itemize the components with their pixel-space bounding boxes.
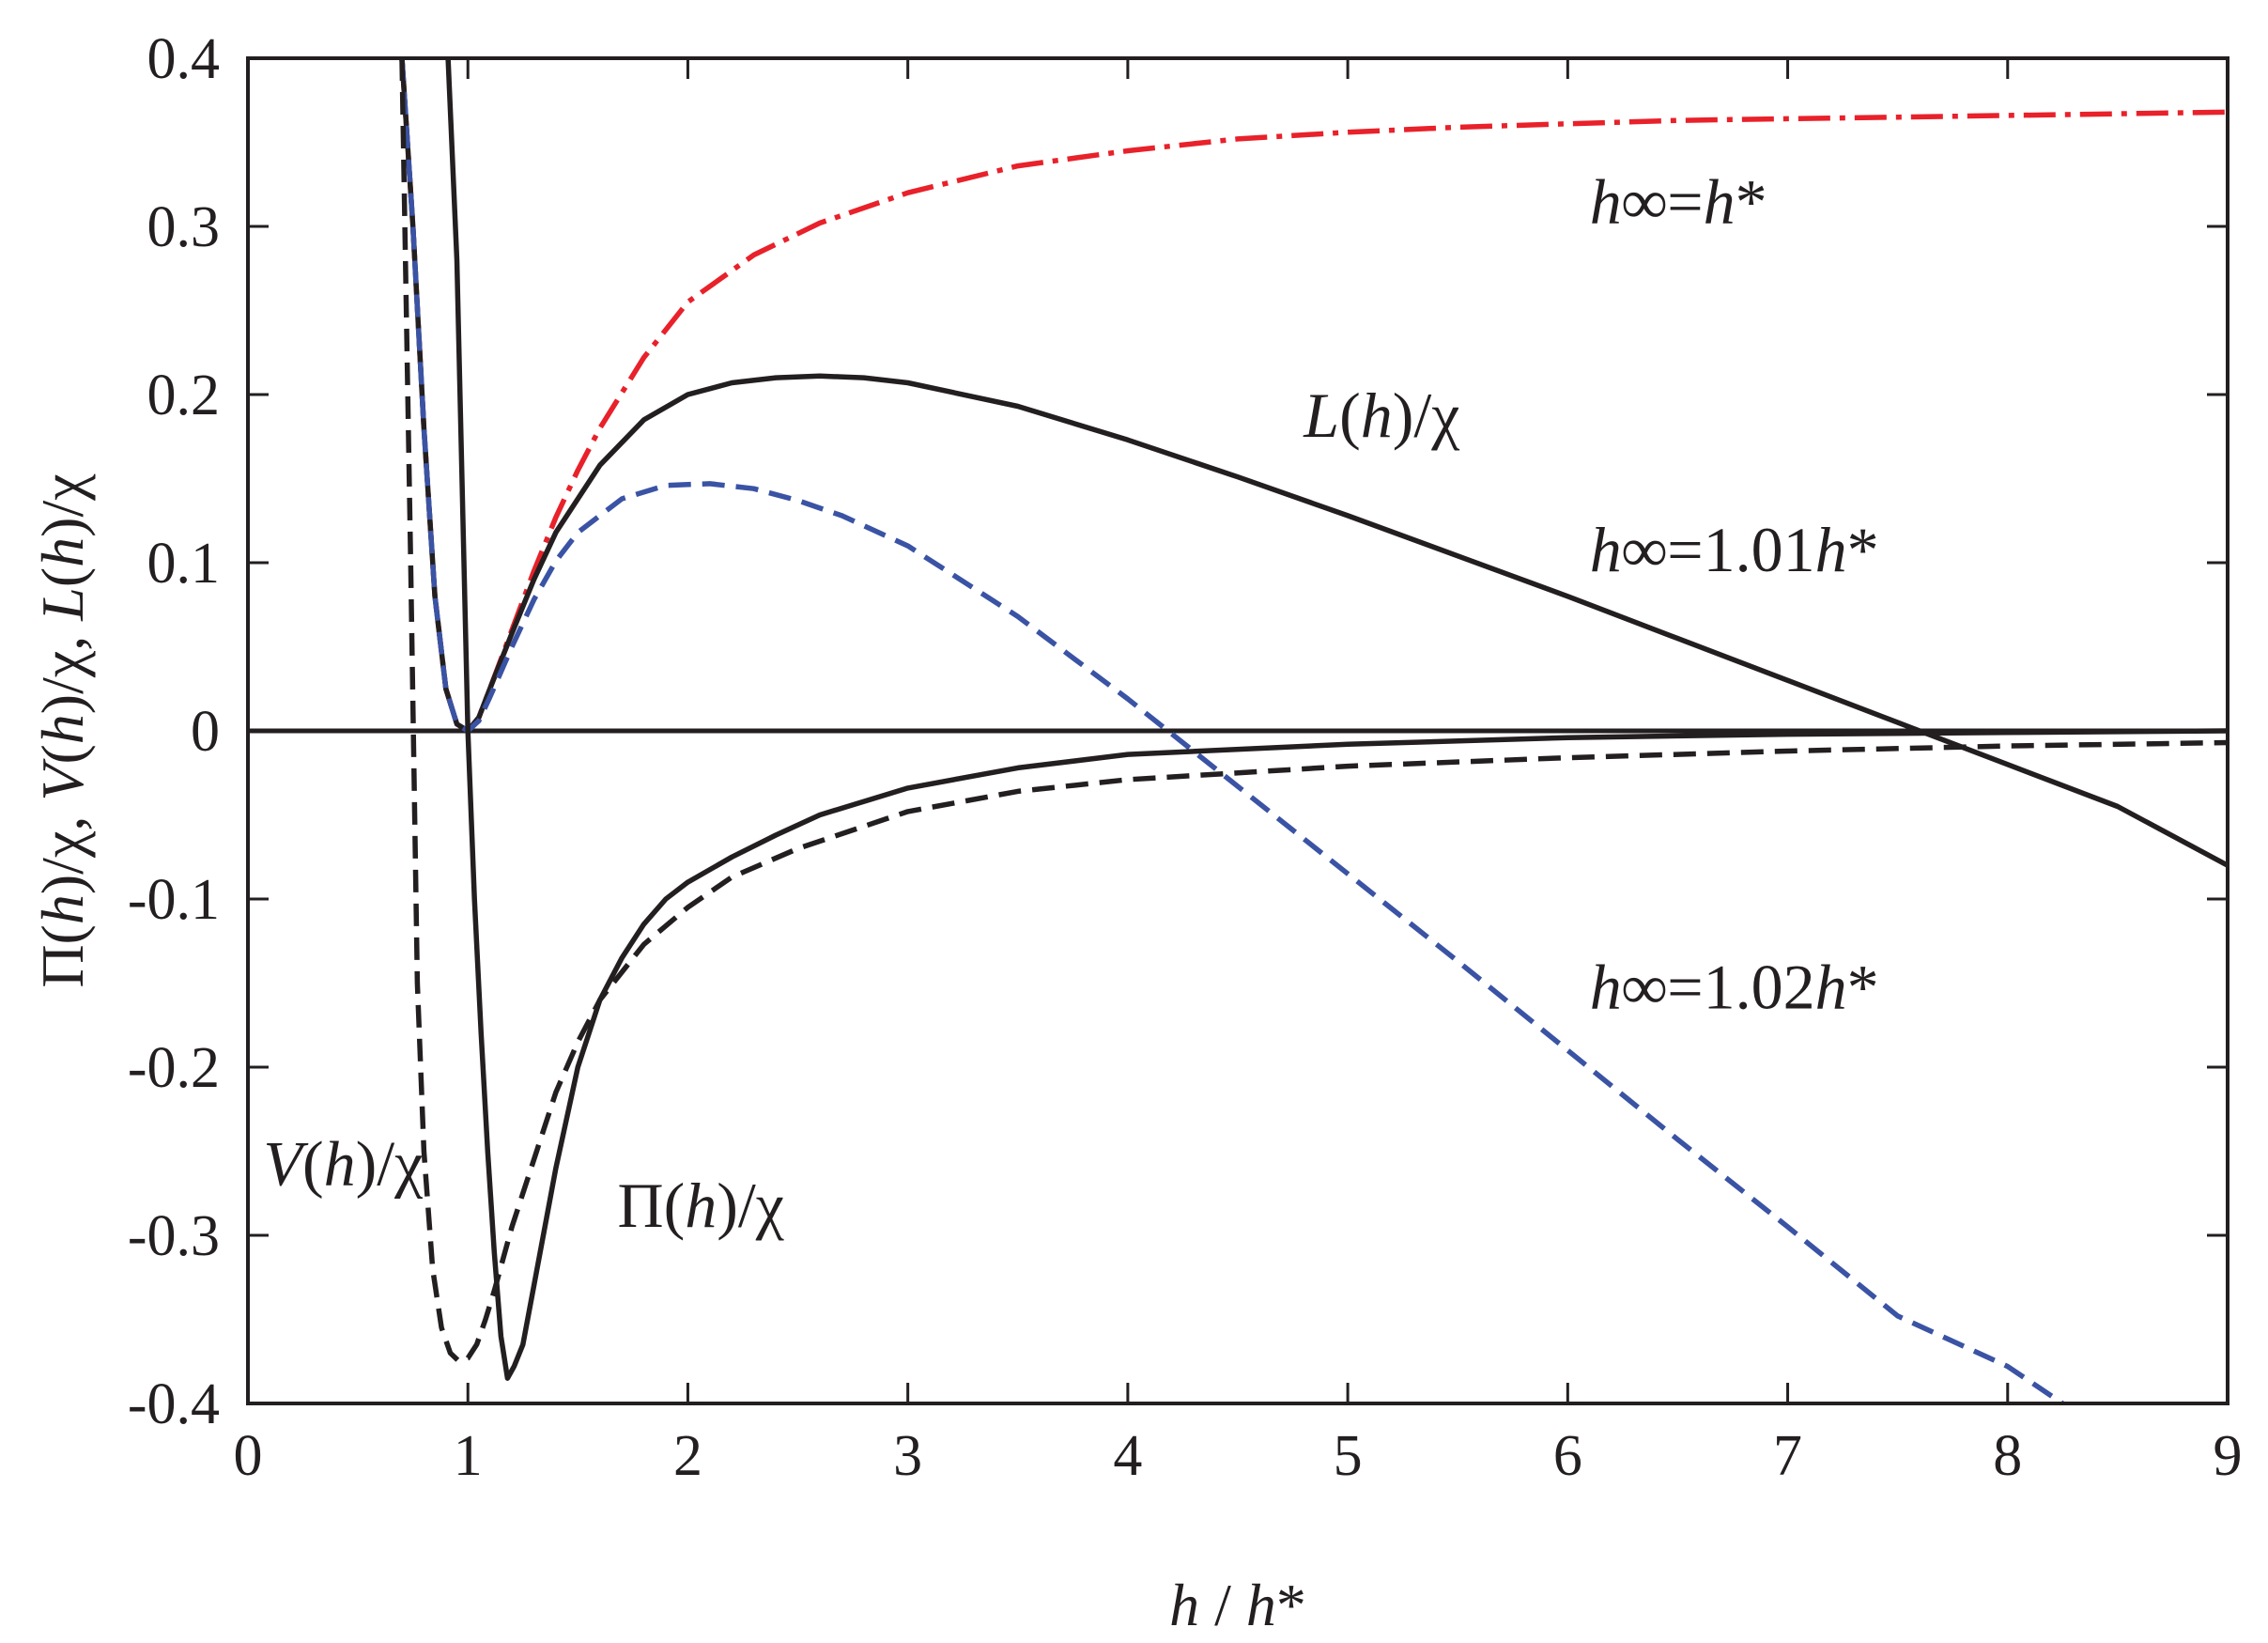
- series-line-4: [399, 58, 2228, 1365]
- x-tick-label: 6: [1553, 1424, 1582, 1488]
- curve-annotation-part: h: [1590, 165, 1622, 237]
- y-axis-title-part: h: [29, 714, 96, 744]
- x-tick-label: 1: [454, 1424, 483, 1488]
- curve-annotation-part: ∞: [1622, 514, 1667, 585]
- curve-annotation-part: ∞: [1622, 951, 1667, 1022]
- y-tick-label: 0.2: [147, 364, 221, 427]
- y-tick-label: -0.3: [128, 1204, 220, 1268]
- curve-annotation-part: )/χ: [1393, 380, 1460, 451]
- curve-annotation: h∞=1.01h*: [1590, 514, 1879, 585]
- x-tick-label: 4: [1113, 1424, 1142, 1488]
- curve-annotation-part: =1.01: [1667, 514, 1814, 585]
- x-tick-label: 3: [893, 1424, 922, 1488]
- plot-frame: [246, 56, 2229, 1405]
- curve-annotation-part: h: [1815, 514, 1847, 585]
- curve-annotation: V(h)/χ: [263, 1127, 423, 1199]
- x-tick-label: 9: [2214, 1424, 2243, 1488]
- y-axis-title-part: Π(: [29, 924, 96, 988]
- series-layer: [399, 58, 2228, 1403]
- curve-annotation-part: h: [1815, 951, 1847, 1022]
- curve-annotation-part: h: [1590, 951, 1622, 1022]
- x-tick-label: 5: [1334, 1424, 1363, 1488]
- x-axis-title-part: h: [1169, 1572, 1199, 1638]
- curve-annotation-part: ∞: [1622, 165, 1667, 237]
- curve-annotation-part: *: [1736, 165, 1767, 237]
- curve-annotation-part: (: [1339, 380, 1361, 451]
- annotations: h∞=h*L(h)/χh∞=1.01h*h∞=1.02h*V(h)/χΠ(h)/…: [263, 165, 1878, 1241]
- y-tick-label: 0.4: [147, 27, 221, 91]
- y-tick-label: 0: [191, 700, 220, 764]
- series-line-3: [445, 58, 2228, 1381]
- curve-annotation-part: Π(: [617, 1170, 685, 1241]
- x-tick-label: 7: [1773, 1424, 1802, 1488]
- y-axis-title: Π(h)/χ, V(h)/χ, L(h)/χ: [29, 473, 96, 988]
- curve-annotation-part: *: [1847, 514, 1879, 585]
- curve-annotation: Π(h)/χ: [617, 1170, 783, 1241]
- x-axis-title-part: h: [1246, 1572, 1276, 1638]
- curve-annotation-part: h: [1704, 165, 1736, 237]
- curve-annotation-part: h: [1361, 380, 1393, 451]
- series-line-1: [399, 58, 2228, 868]
- y-axis-title-part: (: [29, 744, 96, 764]
- y-axis-title-part: )/χ,: [29, 621, 96, 715]
- curve-annotation-part: )/χ: [356, 1127, 424, 1199]
- y-axis-title-part: V: [29, 758, 96, 801]
- curve-annotation-part: V: [263, 1127, 309, 1199]
- y-tick-label: 0.3: [147, 195, 221, 259]
- curve-annotation-part: h: [1590, 514, 1622, 585]
- curve-annotation-part: (: [302, 1127, 324, 1199]
- tick-labels: 0 1 2 3 4 5 6 7 8 9 0.4 0.3 0.2 0.1 0 -0.1 -0.2 -0.3 -0.4 h…: [29, 27, 2243, 1638]
- y-axis-title-part: h: [29, 894, 96, 924]
- series-line-2: [399, 58, 2064, 1403]
- y-axis-title-part: (: [29, 567, 96, 587]
- y-axis-title-part: L: [29, 587, 96, 622]
- x-axis-title-part: /: [1199, 1572, 1246, 1638]
- y-tick-label: 0.1: [147, 532, 221, 596]
- y-axis-title-part: )/χ: [29, 473, 96, 537]
- y-axis-title-part: h: [29, 537, 96, 567]
- x-axis-title-part: *: [1276, 1572, 1306, 1638]
- x-axis-title: h / h*: [1169, 1572, 1306, 1638]
- y-tick-label: -0.4: [128, 1372, 220, 1436]
- curve-annotation-part: h: [324, 1127, 356, 1199]
- y-tick-label: -0.1: [128, 868, 220, 932]
- curve-annotation: h∞=1.02h*: [1590, 951, 1879, 1022]
- curve-annotation-part: L: [1303, 380, 1339, 451]
- curve-annotation-part: =: [1667, 165, 1703, 237]
- curve-annotation-part: h: [685, 1170, 717, 1241]
- x-tick-label: 8: [1993, 1424, 2022, 1488]
- curve-annotation: h∞=h*: [1590, 165, 1767, 237]
- y-axis-title-part: )/χ,: [29, 801, 96, 895]
- y-tick-label: -0.2: [128, 1036, 220, 1100]
- curve-annotation-part: =1.02: [1667, 951, 1814, 1022]
- x-tick-label: 0: [234, 1424, 263, 1488]
- x-tick-label: 2: [673, 1424, 702, 1488]
- curve-annotation-part: )/χ: [717, 1170, 784, 1241]
- curve-annotation: L(h)/χ: [1303, 380, 1459, 451]
- curve-annotation-part: *: [1847, 951, 1879, 1022]
